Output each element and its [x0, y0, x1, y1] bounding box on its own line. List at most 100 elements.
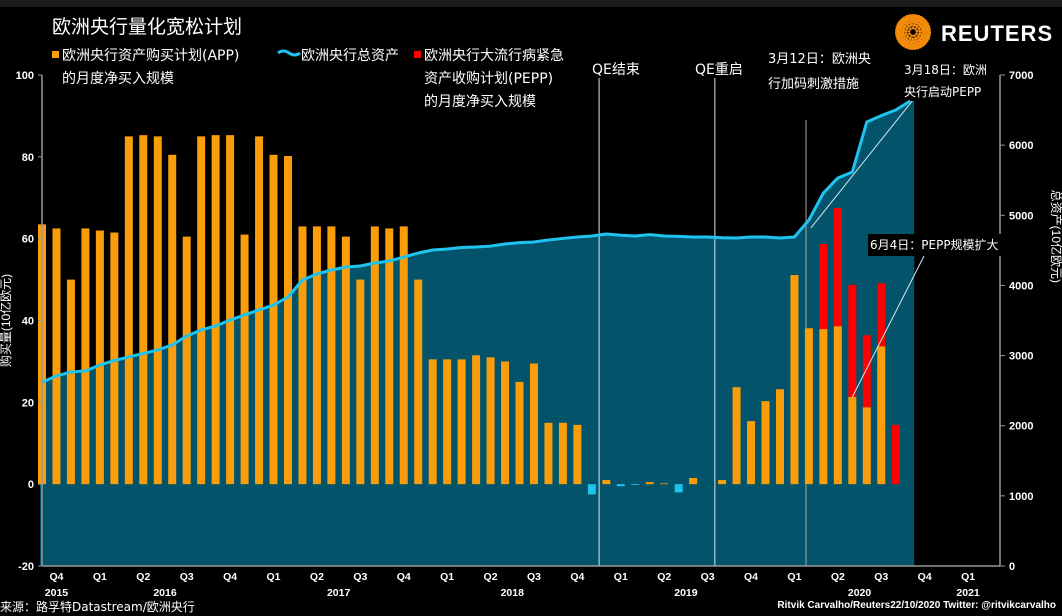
logo-dot	[917, 26, 921, 30]
app-bar	[747, 421, 756, 485]
logo-dot	[915, 24, 919, 28]
logo-dot	[920, 33, 925, 37]
app-bar	[819, 329, 828, 485]
logo-dot	[907, 30, 911, 33]
app-bar	[370, 226, 379, 485]
app-bar	[544, 422, 553, 485]
x-quarter-label: Q4	[49, 571, 63, 583]
app-bar	[124, 136, 133, 485]
logo-dot	[898, 31, 902, 36]
logo-dot	[912, 40, 917, 44]
app-bar	[269, 154, 278, 485]
logo-dot	[908, 36, 912, 40]
logo-dot	[909, 27, 912, 31]
reuters-logo: REUTERS	[894, 13, 1054, 54]
app-bar	[848, 397, 857, 485]
legend-pepp-label-1: 欧洲央行大流行病紧急	[424, 48, 564, 64]
logo-dot	[913, 34, 916, 38]
x-year-label: 2020	[848, 587, 872, 599]
app-bar	[515, 381, 524, 485]
logo-dot	[904, 29, 908, 33]
logo-dot	[911, 37, 915, 41]
right-axis-tick-label: 2000	[1009, 421, 1033, 433]
pepp-bar	[862, 335, 871, 408]
logo-dot	[895, 28, 900, 33]
app-bar	[341, 236, 350, 485]
axes-layer: -20 0 20 40 60 80 100 购买量(10亿欧元) 0 1000 2000 3000 40…	[0, 70, 1062, 599]
reuters-logo-text: REUTERS	[941, 21, 1054, 46]
app-bar	[573, 424, 582, 485]
logo-dot	[914, 27, 917, 31]
app-bar	[877, 346, 886, 485]
app-bar	[501, 361, 510, 485]
legend-total-assets-label: 欧洲央行总资产	[301, 48, 399, 64]
legend-pepp-label-3: 的月度净买入规模	[424, 94, 536, 110]
app-bar	[775, 389, 784, 485]
logo-dot	[923, 27, 928, 32]
app-bar	[240, 234, 249, 485]
logo-dot	[914, 36, 918, 40]
app-bar	[81, 228, 90, 485]
left-axis-tick-label: 20	[22, 397, 34, 409]
x-quarter-label: Q4	[570, 571, 584, 583]
x-quarter-label: Q2	[831, 571, 845, 583]
logo-dot	[920, 27, 925, 31]
logo-dot	[912, 23, 916, 27]
legend-pepp-label-2: 资产收购计划(PEPP)	[424, 71, 554, 87]
logo-dot	[908, 32, 911, 36]
x-quarter-label: Q2	[136, 571, 150, 583]
right-axis-label: 总资产(10亿欧元)	[1049, 190, 1062, 283]
app-bar	[52, 228, 61, 485]
annotation-mar12-line2: 行加码刺激措施	[768, 77, 860, 92]
x-quarter-label: Q1	[93, 571, 107, 583]
left-axis-tick-label: 60	[22, 234, 34, 246]
line-swatch-icon	[277, 43, 301, 66]
left-axis-tick-label: 80	[22, 152, 34, 164]
app-bar	[790, 275, 799, 485]
app-bar-negative	[674, 484, 683, 493]
legend-app-label-1: 欧洲央行资产购买计划(APP)	[62, 48, 240, 64]
logo-dot	[901, 30, 905, 34]
app-bar-negative	[631, 484, 640, 485]
app-bar-negative	[616, 484, 625, 487]
annotation-mar12-line1: 3月12日：欧洲央	[768, 52, 871, 67]
legend-app-label-2: 的月度净买入规模	[62, 71, 174, 87]
chart-title: 欧洲央行量化宽松计划	[52, 16, 243, 38]
app-bar	[399, 226, 408, 485]
annotation-mar18-line1: 3月18日：欧洲	[904, 63, 987, 77]
x-quarter-label: Q1	[440, 571, 454, 583]
right-axis-tick-label: 4000	[1009, 280, 1033, 292]
x-quarter-label: Q4	[223, 571, 237, 583]
annotation-leaders-layer	[810, 100, 925, 398]
legend-item-app: 欧洲央行资产购买计划(APP) 的月度净买入规模	[52, 45, 239, 91]
pepp-bar	[891, 424, 900, 485]
x-quarter-label: Q2	[484, 571, 498, 583]
total-assets-line-layer	[41, 99, 911, 384]
x-quarter-label: Q2	[310, 571, 324, 583]
left-axis-tick-label: 100	[16, 70, 34, 82]
x-quarter-label: Q3	[874, 571, 888, 583]
left-axis-tick-label: -20	[18, 561, 34, 573]
app-bar	[472, 355, 481, 485]
logo-dot	[915, 32, 918, 36]
x-quarter-label: Q1	[614, 571, 628, 583]
app-bar	[761, 401, 770, 485]
app-bar	[862, 407, 871, 485]
source-note: 来源：路孚特Datastream/欧洲央行	[0, 600, 195, 614]
logo-dot	[911, 26, 915, 30]
app-bar	[833, 326, 842, 485]
pepp-bar	[833, 207, 842, 327]
x-quarter-label: Q3	[527, 571, 541, 583]
right-axis-tick-label: 5000	[1009, 210, 1033, 222]
legend-item-total-assets: 欧洲央行总资产	[277, 45, 399, 68]
app-bar	[718, 480, 727, 485]
app-bar	[529, 363, 538, 485]
x-year-label: 2019	[674, 587, 698, 599]
x-quarter-label: Q3	[180, 571, 194, 583]
pepp-bar	[819, 243, 828, 330]
x-year-label: 2018	[501, 587, 525, 599]
right-axis-tick-label: 1000	[1009, 491, 1033, 503]
legend-item-pepp: 欧洲央行大流行病紧急 资产收购计划(PEPP) 的月度净买入规模	[414, 45, 564, 114]
left-axis-tick-label: 40	[22, 316, 34, 328]
app-bar	[443, 359, 452, 485]
